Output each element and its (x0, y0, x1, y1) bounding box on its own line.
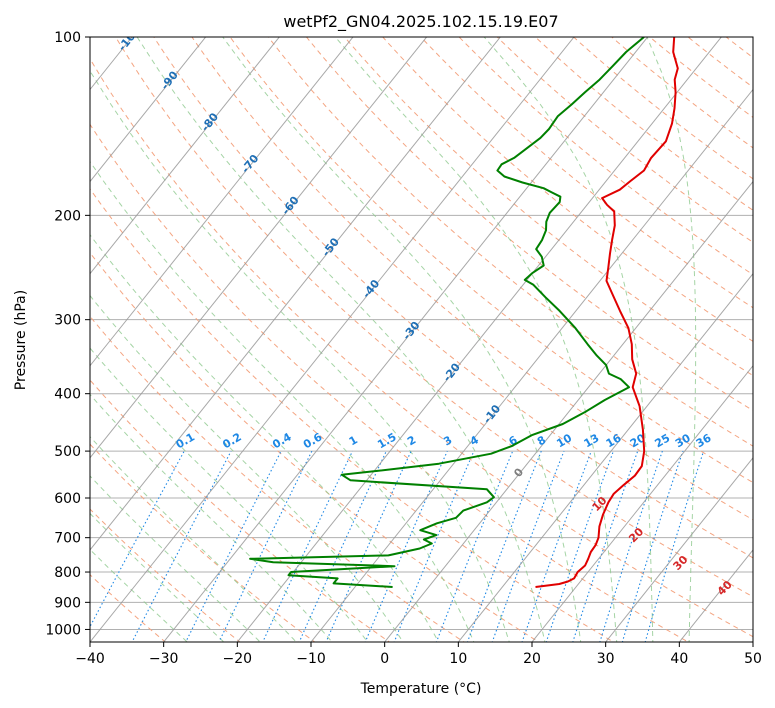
x-tick-label: −10 (296, 651, 326, 667)
mixing-ratio-line (435, 450, 514, 642)
moist-adiabat-line (90, 69, 510, 642)
x-tick-label: −40 (75, 651, 105, 667)
moist-adiabat-line (90, 475, 261, 642)
y-tick-label: 1000 (45, 622, 81, 638)
dry-adiabat-line (382, 37, 753, 342)
y-tick-label: 400 (54, 387, 81, 403)
moist-adiabat-line (90, 512, 225, 642)
dry-adiabat-lines (90, 37, 753, 642)
mixing-ratio-line (325, 450, 412, 642)
y-tick-label: 200 (54, 208, 81, 224)
isotherm-line (384, 180, 753, 642)
isotherm-line (310, 88, 753, 642)
y-tick-label: 600 (54, 491, 81, 507)
chart-title: wetPf2_GN04.2025.102.15.19.E07 (283, 12, 558, 32)
isotherm-line (236, 37, 722, 642)
dry-adiabat-line (115, 37, 753, 598)
dry-adiabat-line (153, 37, 753, 559)
dry-adiabat-line (90, 57, 753, 638)
x-tick-label: 10 (449, 651, 467, 667)
mixing-ratio-line (298, 450, 387, 642)
y-tick-label: 900 (54, 595, 81, 611)
y-tick-label: 800 (54, 565, 81, 581)
dry-adiabat-line (90, 123, 690, 642)
isotherm-line (90, 37, 428, 459)
y-tick-label: 500 (54, 444, 81, 460)
isotherm-line (90, 37, 207, 183)
x-tick-label: 0 (380, 651, 389, 667)
moist-adiabat-line (136, 37, 546, 642)
moist-adiabat-line (90, 294, 404, 642)
dry-adiabat-line (191, 37, 753, 521)
y-axis-ticks: 100 200 300 400 500 600 700 800 900 1000 (45, 30, 90, 638)
dry-adiabat-line (534, 37, 753, 211)
isotherm-line (90, 37, 280, 275)
dry-adiabat-line (90, 188, 615, 642)
temperature-profile-line (535, 37, 679, 588)
moist-adiabat-line (222, 37, 582, 642)
isotherm-line (163, 37, 649, 642)
moist-adiabat-line (483, 37, 654, 642)
isotherm-line (605, 457, 753, 642)
x-tick-label: −20 (223, 651, 253, 667)
isotherm-line (531, 364, 753, 642)
moist-adiabat-line (646, 37, 697, 642)
y-axis-title: Pressure (hPa) (13, 290, 29, 390)
x-axis-ticks: −40 −30 −20 −10 0 10 20 30 40 50 (75, 642, 762, 667)
mixing-ratio-line (491, 450, 565, 642)
dewpoint-profile-line (249, 37, 645, 588)
mixing-ratio-lines (90, 450, 705, 642)
dry-adiabat-line (90, 443, 316, 642)
moist-adiabat-lines (90, 37, 697, 642)
x-tick-label: 40 (670, 651, 688, 667)
dry-adiabat-line (229, 37, 753, 484)
x-axis-title: Temperature (°C) (360, 681, 482, 697)
dry-adiabat-line (420, 37, 753, 309)
plot-frame (89, 36, 754, 643)
moist-adiabat-line (90, 347, 369, 642)
moist-adiabat-line (90, 233, 439, 642)
profile-series (249, 37, 679, 588)
dry-adiabat-line (90, 315, 466, 642)
mixing-ratio-line (262, 450, 353, 642)
mixing-ratio-line (185, 450, 282, 642)
moist-adiabat-line (90, 548, 188, 642)
isotherm-line (457, 272, 753, 642)
x-tick-label: 50 (744, 651, 762, 667)
mixing-ratio-line (621, 450, 684, 642)
isotherm-line (90, 37, 354, 367)
dry-adiabat-line (90, 508, 241, 642)
mixing-ratio-line (393, 450, 475, 642)
y-tick-label: 100 (54, 30, 81, 46)
isotherm-line (90, 37, 501, 551)
x-tick-label: 20 (523, 651, 541, 667)
x-tick-label: 30 (597, 651, 615, 667)
x-tick-label: −30 (149, 651, 179, 667)
moist-adiabat-line (90, 435, 297, 642)
mixing-ratio-line (364, 450, 448, 642)
isotherm-line (90, 37, 575, 642)
mixing-ratio-line (644, 450, 705, 642)
y-tick-label: 300 (54, 313, 81, 329)
dry-adiabat-line (90, 252, 540, 642)
isotherm-lines (90, 37, 753, 642)
y-tick-label: 700 (54, 531, 81, 547)
mixing-ratio-line (218, 450, 313, 642)
